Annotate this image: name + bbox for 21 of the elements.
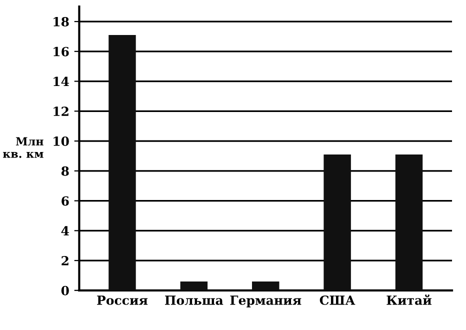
y-tick-label: 8 (61, 166, 69, 176)
bar (180, 281, 208, 290)
y-tick-label: 0 (61, 286, 69, 296)
x-tick-label: Польша (165, 296, 224, 305)
x-tick-label: Россия (97, 296, 148, 305)
x-tick-label: Германия (230, 296, 302, 308)
y-tick-label: 14 (54, 76, 69, 86)
bar (108, 34, 136, 290)
y-axis-title: Млн кв. км (2, 137, 44, 158)
x-tick-label: Китай (386, 294, 432, 305)
y-tick-label: 6 (62, 196, 69, 206)
bar (252, 281, 280, 290)
bar (395, 154, 423, 290)
y-tick-label: 16 (54, 46, 69, 56)
y-tick-label: 2 (62, 256, 68, 266)
y-tick-label: 10 (54, 136, 69, 146)
y-tick-label: 12 (54, 106, 68, 116)
y-tick-label: 4 (61, 226, 69, 236)
y-tick-label: 18 (54, 17, 69, 26)
bar (324, 154, 351, 290)
x-tick-label: США (320, 295, 356, 305)
